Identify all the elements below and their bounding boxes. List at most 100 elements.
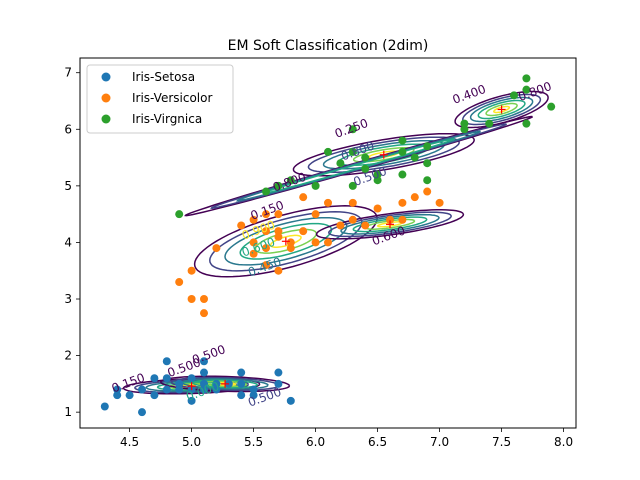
contour-line [492,105,511,114]
data-point [249,385,258,394]
data-point [274,368,283,377]
contour-line [193,205,378,278]
mean-marker [221,379,230,388]
data-point [175,385,184,394]
data-point [361,153,370,162]
x-tick-label: 4.5 [120,435,139,449]
y-tick-label: 2 [64,349,72,363]
data-point [237,379,246,388]
data-point [200,379,208,388]
data-point [348,215,357,224]
x-tick-label: 5.0 [182,435,201,449]
data-point [262,227,270,236]
legend-box [86,64,234,134]
data-point [262,210,270,219]
data-point [398,136,407,145]
data-point [510,91,518,100]
data-point [187,374,196,383]
data-point [187,266,196,275]
data-point [249,238,258,247]
contour-line [328,211,452,238]
data-point [324,147,332,156]
data-point [286,244,295,253]
data-point [373,170,382,179]
data-point [138,408,146,417]
data-point [100,402,109,411]
data-point [336,221,345,230]
data-point [262,244,270,253]
data-point [262,261,270,270]
data-point [361,164,370,173]
data-point [522,74,531,83]
x-axis: 4.5 5.0 5.5 6.0 6.5 7.0 7.5 8.0 [120,428,573,449]
y-tick-label: 3 [64,292,72,306]
contour-line [292,132,475,177]
y-tick-label: 6 [64,122,72,136]
data-point [398,215,407,224]
data-point [212,385,221,394]
data-point [150,374,159,383]
data-point [162,374,171,383]
data-point [410,153,419,162]
data-point [274,379,283,388]
legend-marker [101,114,111,124]
data-point [237,391,246,400]
x-tick-label: 8.0 [554,435,573,449]
data-point [187,295,196,304]
x-tick-label: 6.0 [306,435,325,449]
data-point [212,244,221,253]
data-point [423,142,432,151]
data-point [398,147,407,156]
data-point [311,181,320,190]
legend: Iris-Setosa Iris-Versicolor Iris-Virgnica [86,64,234,134]
data-point [361,221,370,230]
data-point [274,227,283,236]
contour-line [209,211,363,272]
data-point [522,85,531,94]
data-point [249,215,258,224]
data-point [460,119,469,128]
data-point [398,170,407,179]
data-point [212,379,221,388]
data-point [200,357,208,366]
data-point [435,198,444,207]
data-point [274,266,283,275]
legend-label: Iris-Versicolor [132,91,212,105]
data-point [299,193,308,202]
x-tick-label: 7.5 [492,435,511,449]
data-point [348,181,357,190]
data-point [410,193,419,202]
mean-marker [187,382,196,391]
data-point [162,385,171,394]
data-point [336,159,345,168]
data-point [274,232,283,241]
data-point [373,176,382,185]
mean-marker [497,105,506,114]
x-tick-label: 7.0 [430,435,449,449]
data-point [113,385,122,394]
contour-line [224,216,348,266]
data-point [187,396,196,405]
data-point [274,210,283,219]
data-point [324,198,332,207]
data-point [286,176,295,185]
data-point [311,210,320,219]
data-point [286,396,295,405]
contour-line [307,136,460,174]
data-point [286,238,295,247]
data-point [175,379,184,388]
mean-marker [379,150,388,159]
data-point [249,391,258,400]
data-point [175,210,184,219]
plot-frame [79,57,577,429]
data-point [200,385,208,394]
data-point [150,391,159,400]
x-tick-label: 6.5 [368,435,387,449]
data-point [262,187,270,196]
contour-line [485,102,518,117]
contour-line [315,209,465,240]
data-point [200,309,208,318]
data-point [386,215,394,224]
legend-label: Iris-Setosa [132,70,195,84]
